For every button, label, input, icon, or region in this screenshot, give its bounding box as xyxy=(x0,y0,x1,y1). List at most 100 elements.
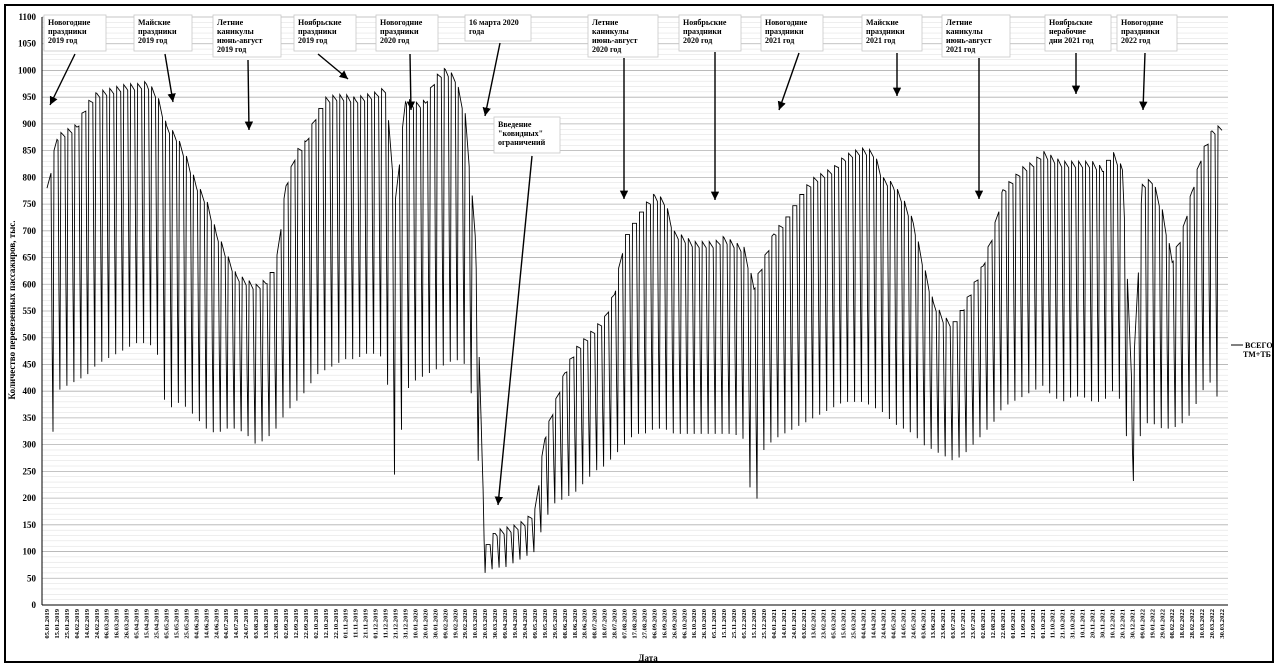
x-tick-label: 11.10.2021 xyxy=(1050,609,1057,638)
x-tick-label: 23.06.2021 xyxy=(940,609,947,639)
x-tick-label: 23.02.2021 xyxy=(821,609,828,639)
annotation-box xyxy=(678,14,742,52)
x-tick-label: 30.11.2021 xyxy=(1100,609,1107,638)
annotation-text: "ковидных" xyxy=(498,129,543,138)
x-tick-label: 25.01.2019 xyxy=(64,608,71,638)
x-tick-label: 10.01.2020 xyxy=(412,608,419,638)
annotation-text: 2021 год xyxy=(946,45,975,54)
y-tick-label: 500 xyxy=(23,333,37,343)
x-tick-label: 10.03.2020 xyxy=(472,608,479,638)
annotation-text: июнь-август xyxy=(946,36,991,45)
annotation-arrow xyxy=(244,59,254,131)
annotation-text: 2019 год xyxy=(217,45,246,54)
annotation-arrow xyxy=(1139,52,1148,111)
x-tick-label: 11.12.2019 xyxy=(383,608,390,638)
annotation-text: Новогодние xyxy=(380,18,423,27)
x-tick-label: 17.08.2020 xyxy=(632,608,639,638)
annotation-text: 2019 год xyxy=(298,36,327,45)
x-tick-label: 06.09.2020 xyxy=(651,608,658,638)
x-tick-label: 05.03.2021 xyxy=(831,609,838,639)
y-axis-ticks: 0 50 100 150 200 250 300 350 400 450 500 550 600 650 7… xyxy=(18,12,37,610)
x-tick-label: 03.02.2021 xyxy=(801,609,808,639)
y-tick-label: 100 xyxy=(23,547,37,557)
y-tick-label: 650 xyxy=(23,253,37,263)
x-tick-label: 01.12.2019 xyxy=(373,608,380,638)
annotation-text: Ноябрьские xyxy=(1049,18,1093,27)
annotation-text: 2020 год xyxy=(683,36,712,45)
y-tick-label: 200 xyxy=(23,493,37,503)
annotation: Введение"ковидных"ограничений xyxy=(493,116,561,506)
annotation-arrow xyxy=(164,53,176,103)
x-tick-label: 07.08.2020 xyxy=(622,608,629,638)
x-tick-label: 25.05.2019 xyxy=(183,608,190,638)
x-tick-label: 08.06.2020 xyxy=(562,608,569,638)
x-tick-label: 02.10.2019 xyxy=(313,608,320,638)
annotation-text: 2021 год xyxy=(765,36,794,45)
y-tick-label: 850 xyxy=(23,146,37,156)
x-tick-label: 04.02.2019 xyxy=(74,608,81,638)
annotation-text: 2019 год xyxy=(138,36,167,45)
annotation-text: Ноябрьские xyxy=(683,18,727,27)
x-tick-label: 20.12.2021 xyxy=(1119,609,1126,639)
annotation-arrow xyxy=(317,53,349,80)
y-tick-label: 750 xyxy=(23,199,37,209)
x-tick-label: 10.11.2021 xyxy=(1080,609,1087,638)
annotation-text: 2021 год xyxy=(866,36,895,45)
x-tick-label: 18.06.2020 xyxy=(572,608,579,638)
series-layer xyxy=(46,67,1223,573)
x-tick-label: 12.09.2019 xyxy=(293,608,300,638)
x-tick-label: 24.04.2021 xyxy=(880,609,887,639)
annotation-box xyxy=(375,14,439,52)
x-tick-label: 14.01.2021 xyxy=(781,609,788,639)
x-tick-label: 04.04.2021 xyxy=(861,609,868,639)
x-tick-label: 31.12.2019 xyxy=(402,608,409,638)
x-tick-label: 16.03.2019 xyxy=(114,608,121,638)
x-tick-label: 20.01.2020 xyxy=(422,608,429,638)
x-tick-label: 02.08.2021 xyxy=(980,609,987,639)
x-tick-label: 13.06.2021 xyxy=(930,609,937,639)
y-tick-label: 550 xyxy=(23,306,37,316)
x-tick-label: 19.01.2022 xyxy=(1149,608,1156,638)
x-tick-label: 16.09.2020 xyxy=(661,608,668,638)
x-tick-label: 05.12.2020 xyxy=(741,608,748,638)
x-tick-label: 06.10.2020 xyxy=(681,608,688,638)
annotation-box xyxy=(1116,14,1178,52)
x-tick-label: 18.07.2020 xyxy=(602,608,609,638)
x-tick-label: 29.02.2020 xyxy=(462,608,469,638)
y-tick-label: 1050 xyxy=(18,39,37,49)
annotation-arrow xyxy=(777,52,800,111)
annotation-text: 2020 год xyxy=(380,36,409,45)
y-tick-label: 0 xyxy=(32,600,37,610)
annotation-text: 2022 год xyxy=(1121,36,1150,45)
y-tick-label: 950 xyxy=(23,92,37,102)
x-tick-label: 21.12.2019 xyxy=(393,608,400,638)
x-tick-label: 14.06.2019 xyxy=(203,608,210,638)
x-tick-label: 31.10.2021 xyxy=(1070,609,1077,639)
annotation-arrow xyxy=(406,53,416,111)
x-tick-label: 22.09.2019 xyxy=(303,608,310,638)
y-tick-label: 700 xyxy=(23,226,37,236)
x-axis-ticks: 05.01.2019 15.01.2019 25.01.2019 04.02.2019… xyxy=(44,608,1226,638)
x-tick-label: 13.02.2021 xyxy=(811,609,818,639)
annotation-text: года xyxy=(469,27,484,36)
x-tick-label: 22.08.2021 xyxy=(1000,609,1007,639)
x-tick-label: 01.11.2019 xyxy=(343,608,350,638)
x-tick-label: 05.01.2019 xyxy=(44,608,51,638)
annotation-text: ограничений xyxy=(498,138,546,147)
x-tick-label: 19.05.2020 xyxy=(542,608,549,638)
annotation-box xyxy=(293,14,357,52)
x-tick-label: 04.05.2021 xyxy=(890,609,897,639)
x-tick-label: 25.03.2021 xyxy=(851,609,858,639)
x-tick-label: 08.02.2022 xyxy=(1169,608,1176,638)
annotation-text: праздники xyxy=(138,27,177,36)
x-tick-label: 28.02.2022 xyxy=(1189,608,1196,638)
x-tick-label: 29.05.2020 xyxy=(552,608,559,638)
x-axis-label: Дата xyxy=(638,653,658,663)
x-tick-label: 09.02.2020 xyxy=(442,608,449,638)
